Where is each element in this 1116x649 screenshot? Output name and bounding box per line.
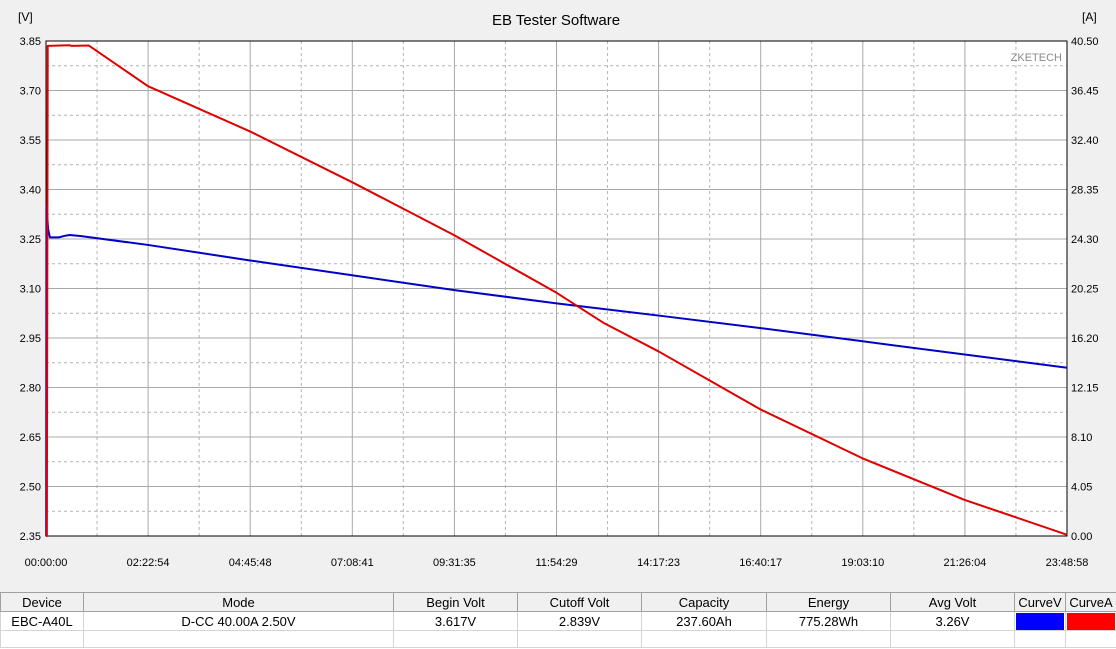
y-right-tick-label: 16.20 bbox=[1071, 333, 1099, 345]
y-right-tick-label: 12.15 bbox=[1071, 383, 1099, 395]
y-right-tick-label: 36.45 bbox=[1071, 86, 1099, 98]
header-avg-volt[interactable]: Avg Volt bbox=[890, 592, 1015, 612]
y-left-tick-label: 3.10 bbox=[20, 284, 41, 296]
y-right-tick-label: 24.30 bbox=[1071, 234, 1099, 246]
x-tick-label: 02:22:54 bbox=[127, 557, 170, 569]
chart-title: EB Tester Software bbox=[492, 12, 620, 29]
cell-energy: 775.28Wh bbox=[766, 611, 891, 631]
y-left-tick-label: 2.80 bbox=[20, 383, 41, 395]
cell-begin-volt: 3.617V bbox=[393, 611, 518, 631]
y-right-tick-label: 0.00 bbox=[1071, 531, 1092, 543]
x-tick-label: 04:45:48 bbox=[229, 557, 272, 569]
x-tick-label: 00:00:00 bbox=[25, 557, 68, 569]
y-left-tick-label: 2.95 bbox=[20, 333, 41, 345]
cell-cutoff-volt: 2.839V bbox=[517, 611, 642, 631]
curve-a-color-swatch[interactable] bbox=[1067, 612, 1115, 630]
y-right-tick-label: 32.40 bbox=[1071, 135, 1099, 147]
y-right-tick-label: 28.35 bbox=[1071, 185, 1099, 197]
header-cutoff-volt[interactable]: Cutoff Volt bbox=[517, 592, 642, 612]
chart-area: EB Tester Software [V] [A] ZKETECH 3.85 3… bbox=[18, 10, 1099, 569]
current-curve bbox=[45, 44, 1068, 537]
right-axis-unit: [A] bbox=[1082, 10, 1097, 24]
y-left-tick-label: 2.65 bbox=[20, 432, 41, 444]
y-right-tick-label: 8.10 bbox=[1071, 432, 1092, 444]
y-right-tick-label: 4.05 bbox=[1071, 482, 1092, 494]
stats-empty-row bbox=[0, 630, 1116, 648]
x-tick-label: 21:26:04 bbox=[943, 557, 986, 569]
left-axis-unit: [V] bbox=[18, 10, 33, 24]
cell-device: EBC-A40L bbox=[0, 611, 84, 631]
y-left-tick-label: 3.25 bbox=[20, 234, 41, 246]
cell-curve-a-swatch[interactable] bbox=[1065, 611, 1116, 631]
cell-curve-v-swatch[interactable] bbox=[1014, 611, 1066, 631]
stats-data-row[interactable]: EBC-A40L D-CC 40.00A 2.50V 3.617V 2.839V… bbox=[0, 611, 1116, 631]
x-tick-label: 09:31:35 bbox=[433, 557, 476, 569]
y-left-tick-label: 2.50 bbox=[20, 482, 41, 494]
y-left-tick-label: 3.70 bbox=[20, 86, 41, 98]
y-left-tick-label: 2.35 bbox=[20, 531, 41, 543]
header-mode[interactable]: Mode bbox=[83, 592, 394, 612]
x-tick-label: 23:48:58 bbox=[1046, 557, 1089, 569]
curve-v-color-swatch[interactable] bbox=[1016, 612, 1064, 630]
header-curve-v[interactable]: CurveV bbox=[1014, 592, 1066, 612]
y-right-tick-label: 20.25 bbox=[1071, 284, 1099, 296]
y-left-tick-label: 3.40 bbox=[20, 185, 41, 197]
x-tick-label: 11:54:29 bbox=[535, 557, 577, 569]
header-device[interactable]: Device bbox=[0, 592, 84, 612]
header-begin-volt[interactable]: Begin Volt bbox=[393, 592, 518, 612]
stats-header-row: Device Mode Begin Volt Cutoff Volt Capac… bbox=[0, 592, 1116, 612]
header-capacity[interactable]: Capacity bbox=[641, 592, 767, 612]
x-tick-label: 14:17:23 bbox=[637, 557, 680, 569]
cell-capacity: 237.60Ah bbox=[641, 611, 767, 631]
x-tick-label: 07:08:41 bbox=[331, 557, 374, 569]
cell-avg-volt: 3.26V bbox=[890, 611, 1015, 631]
stats-table-panel: Device Mode Begin Volt Cutoff Volt Capac… bbox=[0, 592, 1116, 649]
voltage-current-chart: EB Tester Software [V] [A] ZKETECH 3.85 3… bbox=[18, 10, 1099, 569]
header-energy[interactable]: Energy bbox=[766, 592, 891, 612]
y-left-tick-label: 3.55 bbox=[20, 135, 41, 147]
x-tick-label: 19:03:10 bbox=[841, 557, 884, 569]
cell-mode: D-CC 40.00A 2.50V bbox=[83, 611, 394, 631]
stats-table: Device Mode Begin Volt Cutoff Volt Capac… bbox=[0, 592, 1116, 648]
y-right-tick-label: 40.50 bbox=[1071, 36, 1099, 48]
header-curve-a[interactable]: CurveA bbox=[1065, 592, 1116, 612]
x-tick-label: 16:40:17 bbox=[739, 557, 782, 569]
y-left-tick-label: 3.85 bbox=[20, 36, 41, 48]
watermark: ZKETECH bbox=[1011, 52, 1062, 64]
